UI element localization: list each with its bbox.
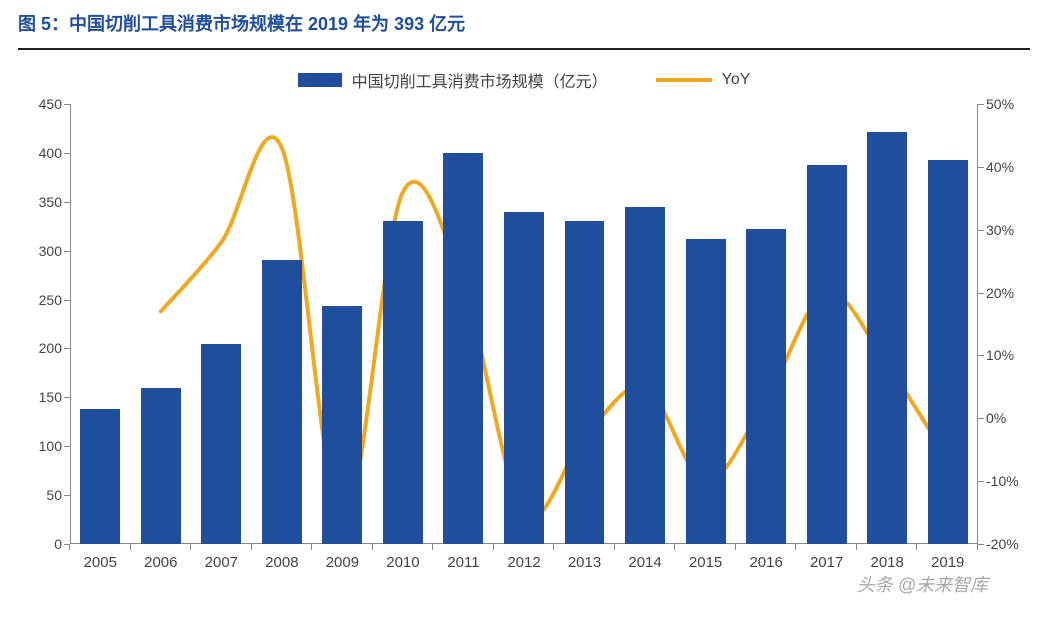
x-label: 2019 bbox=[931, 544, 964, 571]
bar bbox=[443, 153, 483, 544]
x-label: 2016 bbox=[749, 544, 782, 571]
y-right-tick bbox=[978, 544, 984, 545]
bar bbox=[504, 212, 544, 544]
y-left-tick bbox=[64, 104, 70, 105]
bar bbox=[807, 165, 847, 544]
x-tick bbox=[251, 544, 252, 550]
y-left-label: 200 bbox=[39, 340, 62, 356]
x-tick bbox=[432, 544, 433, 550]
x-label: 2011 bbox=[447, 544, 479, 571]
legend-line-label: YoY bbox=[722, 71, 751, 89]
y-right-label: -20% bbox=[986, 536, 1019, 552]
bar bbox=[746, 229, 786, 544]
x-tick bbox=[372, 544, 373, 550]
chart-title: 图 5：中国切削工具消费市场规模在 2019 年为 393 亿元 bbox=[18, 14, 465, 34]
x-label: 2013 bbox=[568, 544, 601, 571]
x-tick bbox=[614, 544, 615, 550]
figure-container: 图 5：中国切削工具消费市场规模在 2019 年为 393 亿元 中国切削工具消… bbox=[0, 0, 1048, 625]
x-tick bbox=[916, 544, 917, 550]
y-left-tick bbox=[64, 348, 70, 349]
bar bbox=[383, 221, 423, 544]
y-right-label: 30% bbox=[986, 222, 1014, 238]
y-right-tick bbox=[978, 481, 984, 482]
bar bbox=[565, 221, 605, 544]
y-left-label: 450 bbox=[39, 96, 62, 112]
x-label: 2005 bbox=[84, 544, 117, 571]
x-tick bbox=[190, 544, 191, 550]
x-label: 2017 bbox=[810, 544, 843, 571]
watermark: 头条 @未来智库 bbox=[857, 571, 988, 597]
y-right-tick bbox=[978, 104, 984, 105]
x-label: 2007 bbox=[205, 544, 238, 571]
x-label: 2006 bbox=[144, 544, 177, 571]
x-label: 2009 bbox=[326, 544, 359, 571]
legend-item-bar: 中国切削工具消费市场规模（亿元） bbox=[298, 68, 608, 92]
y-left-label: 100 bbox=[39, 438, 62, 454]
y-left-tick bbox=[64, 202, 70, 203]
y-right-label: 50% bbox=[986, 96, 1014, 112]
bar bbox=[867, 132, 907, 544]
bar bbox=[625, 207, 665, 544]
legend-item-line: YoY bbox=[656, 71, 751, 89]
x-label: 2010 bbox=[386, 544, 419, 571]
y-right-tick bbox=[978, 230, 984, 231]
y-left-tick bbox=[64, 397, 70, 398]
bar bbox=[201, 344, 241, 544]
axis-line bbox=[977, 104, 978, 544]
x-label: 2012 bbox=[507, 544, 540, 571]
x-label: 2015 bbox=[689, 544, 722, 571]
y-right-tick bbox=[978, 418, 984, 419]
legend-bar-label: 中国切削工具消费市场规模（亿元） bbox=[352, 68, 608, 92]
y-left-label: 350 bbox=[39, 194, 62, 210]
x-label: 2008 bbox=[265, 544, 298, 571]
legend-bar-swatch bbox=[298, 73, 342, 87]
y-left-label: 0 bbox=[54, 536, 62, 552]
y-right-label: 0% bbox=[986, 410, 1006, 426]
y-left-label: 50 bbox=[46, 487, 62, 503]
x-tick bbox=[553, 544, 554, 550]
bar bbox=[262, 260, 302, 544]
axis-line bbox=[70, 104, 71, 544]
x-tick bbox=[311, 544, 312, 550]
y-right-label: 10% bbox=[986, 347, 1014, 363]
y-left-label: 150 bbox=[39, 389, 62, 405]
bar bbox=[80, 409, 120, 544]
x-tick bbox=[735, 544, 736, 550]
y-left-label: 300 bbox=[39, 243, 62, 259]
legend-line-swatch bbox=[656, 78, 712, 82]
y-left-tick bbox=[64, 300, 70, 301]
bar bbox=[322, 306, 362, 544]
bar bbox=[928, 160, 968, 544]
x-tick bbox=[69, 544, 70, 550]
y-right-tick bbox=[978, 293, 984, 294]
legend: 中国切削工具消费市场规模（亿元） YoY bbox=[0, 50, 1048, 104]
x-label: 2018 bbox=[871, 544, 904, 571]
y-right-tick bbox=[978, 355, 984, 356]
x-label: 2014 bbox=[628, 544, 661, 571]
bar bbox=[686, 239, 726, 544]
y-right-label: -10% bbox=[986, 473, 1019, 489]
bar bbox=[141, 388, 181, 544]
x-tick bbox=[674, 544, 675, 550]
x-tick bbox=[130, 544, 131, 550]
plot-area: 050100150200250300350400450-20%-10%0%10%… bbox=[70, 104, 978, 544]
x-tick bbox=[977, 544, 978, 550]
y-left-tick bbox=[64, 446, 70, 447]
y-left-label: 250 bbox=[39, 292, 62, 308]
y-left-tick bbox=[64, 153, 70, 154]
y-right-label: 40% bbox=[986, 159, 1014, 175]
x-tick bbox=[795, 544, 796, 550]
y-right-label: 20% bbox=[986, 285, 1014, 301]
x-tick bbox=[856, 544, 857, 550]
y-left-tick bbox=[64, 495, 70, 496]
x-tick bbox=[493, 544, 494, 550]
y-right-tick bbox=[978, 167, 984, 168]
y-left-tick bbox=[64, 251, 70, 252]
y-left-label: 400 bbox=[39, 145, 62, 161]
title-row: 图 5：中国切削工具消费市场规模在 2019 年为 393 亿元 bbox=[0, 0, 1048, 42]
